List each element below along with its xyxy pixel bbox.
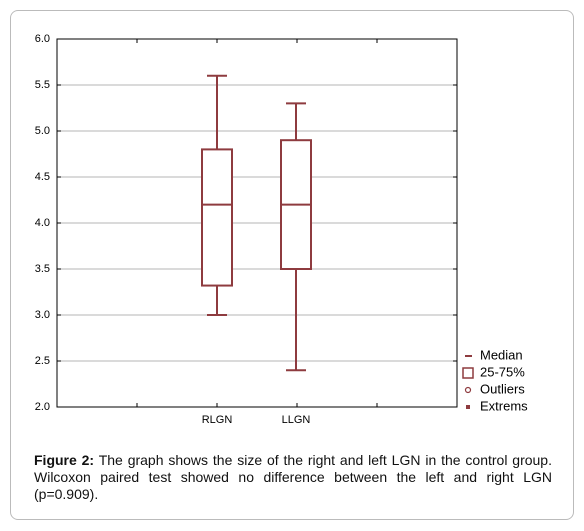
legend-label: 25-75%	[480, 364, 525, 379]
plot-border	[56, 38, 458, 408]
y-tick-label: 6.0	[35, 33, 50, 45]
figure-frame	[10, 10, 574, 520]
caption-label: Figure 2:	[34, 452, 95, 468]
box	[201, 148, 233, 287]
x-tick-label: LLGN	[282, 414, 311, 426]
x-tick-label: RLGN	[202, 414, 233, 426]
caption-text: The graph shows the size of the right an…	[34, 452, 552, 502]
y-tick-label: 4.0	[35, 217, 50, 229]
y-tick-label: 3.5	[35, 263, 50, 275]
legend-symbol	[466, 405, 470, 409]
y-tick-label: 4.5	[35, 171, 50, 183]
legend-label: Extrems	[480, 398, 528, 413]
legend-label: Median	[480, 347, 523, 362]
y-tick-label: 5.0	[35, 125, 50, 137]
caption: Figure 2: The graph shows the size of th…	[34, 452, 552, 503]
y-tick-label: 5.5	[35, 79, 50, 91]
y-tick-label: 3.0	[35, 309, 50, 321]
legend-symbol	[462, 367, 474, 379]
y-tick-label: 2.0	[35, 401, 50, 413]
y-tick-label: 2.5	[35, 355, 50, 367]
legend-label: Outliers	[480, 381, 525, 396]
legend-symbol	[464, 386, 472, 394]
